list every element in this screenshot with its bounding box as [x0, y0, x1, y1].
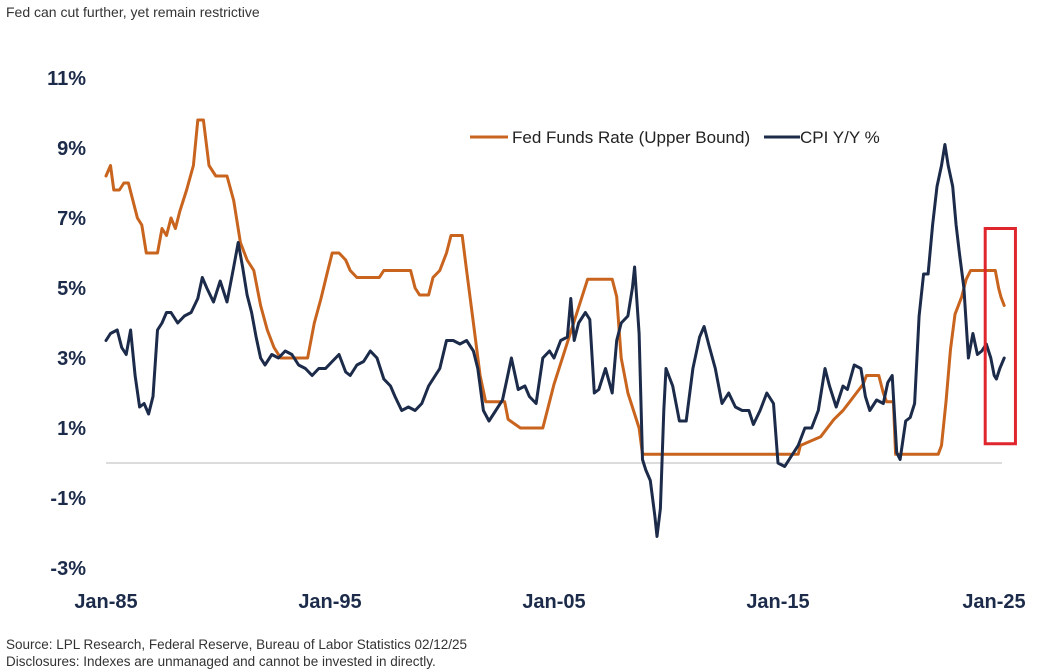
x-tick-label: Jan-95	[298, 591, 361, 613]
y-tick-label: -1%	[50, 488, 86, 510]
x-tick-label: Jan-15	[746, 591, 809, 613]
series-lines	[104, 118, 1006, 538]
y-tick-label: 9%	[57, 138, 86, 160]
x-tick-label: Jan-85	[74, 591, 137, 613]
x-tick-label: Jan-05	[522, 591, 585, 613]
x-tick-label: Jan-25	[962, 591, 1025, 613]
y-tick-label: 3%	[57, 348, 86, 370]
x-axis-ticks: Jan-85 Jan-95 Jan-05 Jan-15 Jan-25	[74, 591, 1025, 613]
disclosure-note: Disclosures: Indexes are unmanaged and c…	[6, 654, 436, 669]
series-line-fed-funds	[104, 118, 1006, 456]
y-axis-ticks: 11% 9% 7% 5% 3% 1% -1% -3%	[47, 68, 86, 580]
series-line-cpi	[104, 143, 1006, 538]
y-tick-label: 1%	[57, 418, 86, 440]
highlight-rectangle	[983, 227, 1017, 446]
footer: Source: LPL Research, Federal Reserve, B…	[6, 636, 467, 670]
chart-header-title: Fed can cut further, yet remain restrict…	[6, 4, 260, 20]
y-tick-label: 7%	[57, 208, 86, 230]
y-tick-label: -3%	[50, 558, 86, 580]
legend-label-cpi: CPI Y/Y %	[800, 128, 880, 147]
y-tick-label: 5%	[57, 278, 86, 300]
highlight-box	[983, 227, 1017, 446]
legend: Fed Funds Rate (Upper Bound) CPI Y/Y %	[470, 128, 880, 147]
y-tick-label: 11%	[47, 68, 86, 90]
line-chart: 11%9%7%5%3%1%-1%-3% Jan-85 Jan-95 Jan-05 Ja…	[47, 68, 1026, 613]
legend-label-fed-funds: Fed Funds Rate (Upper Bound)	[512, 128, 750, 147]
source-note: Source: LPL Research, Federal Reserve, B…	[6, 637, 468, 652]
